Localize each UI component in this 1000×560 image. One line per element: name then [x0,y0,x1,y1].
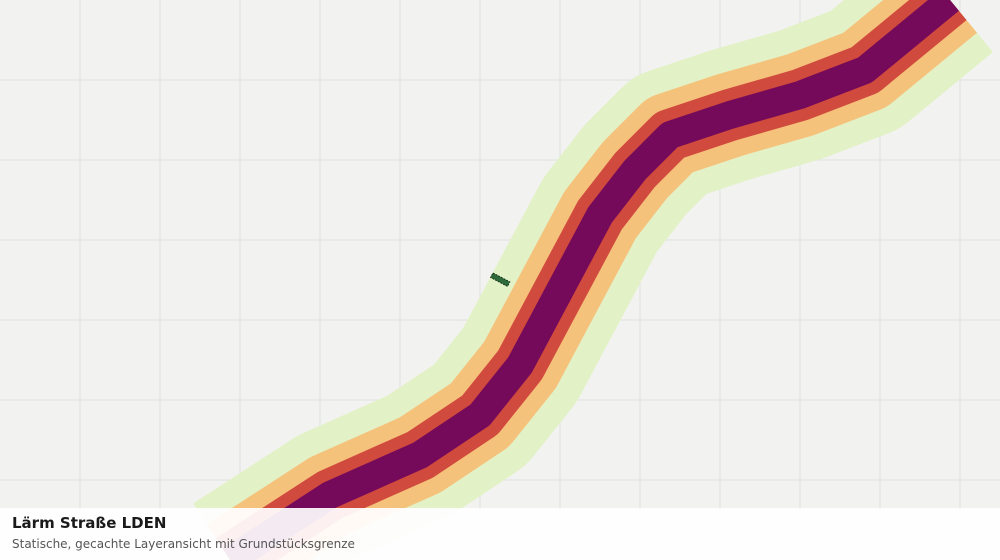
layer-subtitle: Statische, gecachte Layeransicht mit Gru… [12,537,355,551]
noise-layer [193,0,993,560]
caption-panel [0,508,1000,560]
layer-title: Lärm Straße LDEN [12,514,166,532]
noise-band-very-high [222,0,959,560]
parcel-boundary [489,272,511,288]
